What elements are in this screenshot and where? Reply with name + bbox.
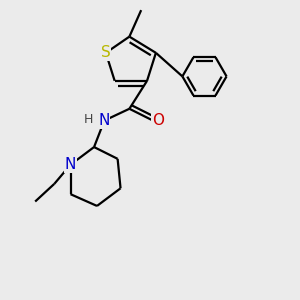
Text: S: S — [101, 45, 111, 60]
Text: O: O — [152, 113, 164, 128]
Text: N: N — [65, 157, 76, 172]
Text: N: N — [98, 113, 110, 128]
Text: H: H — [83, 112, 93, 126]
